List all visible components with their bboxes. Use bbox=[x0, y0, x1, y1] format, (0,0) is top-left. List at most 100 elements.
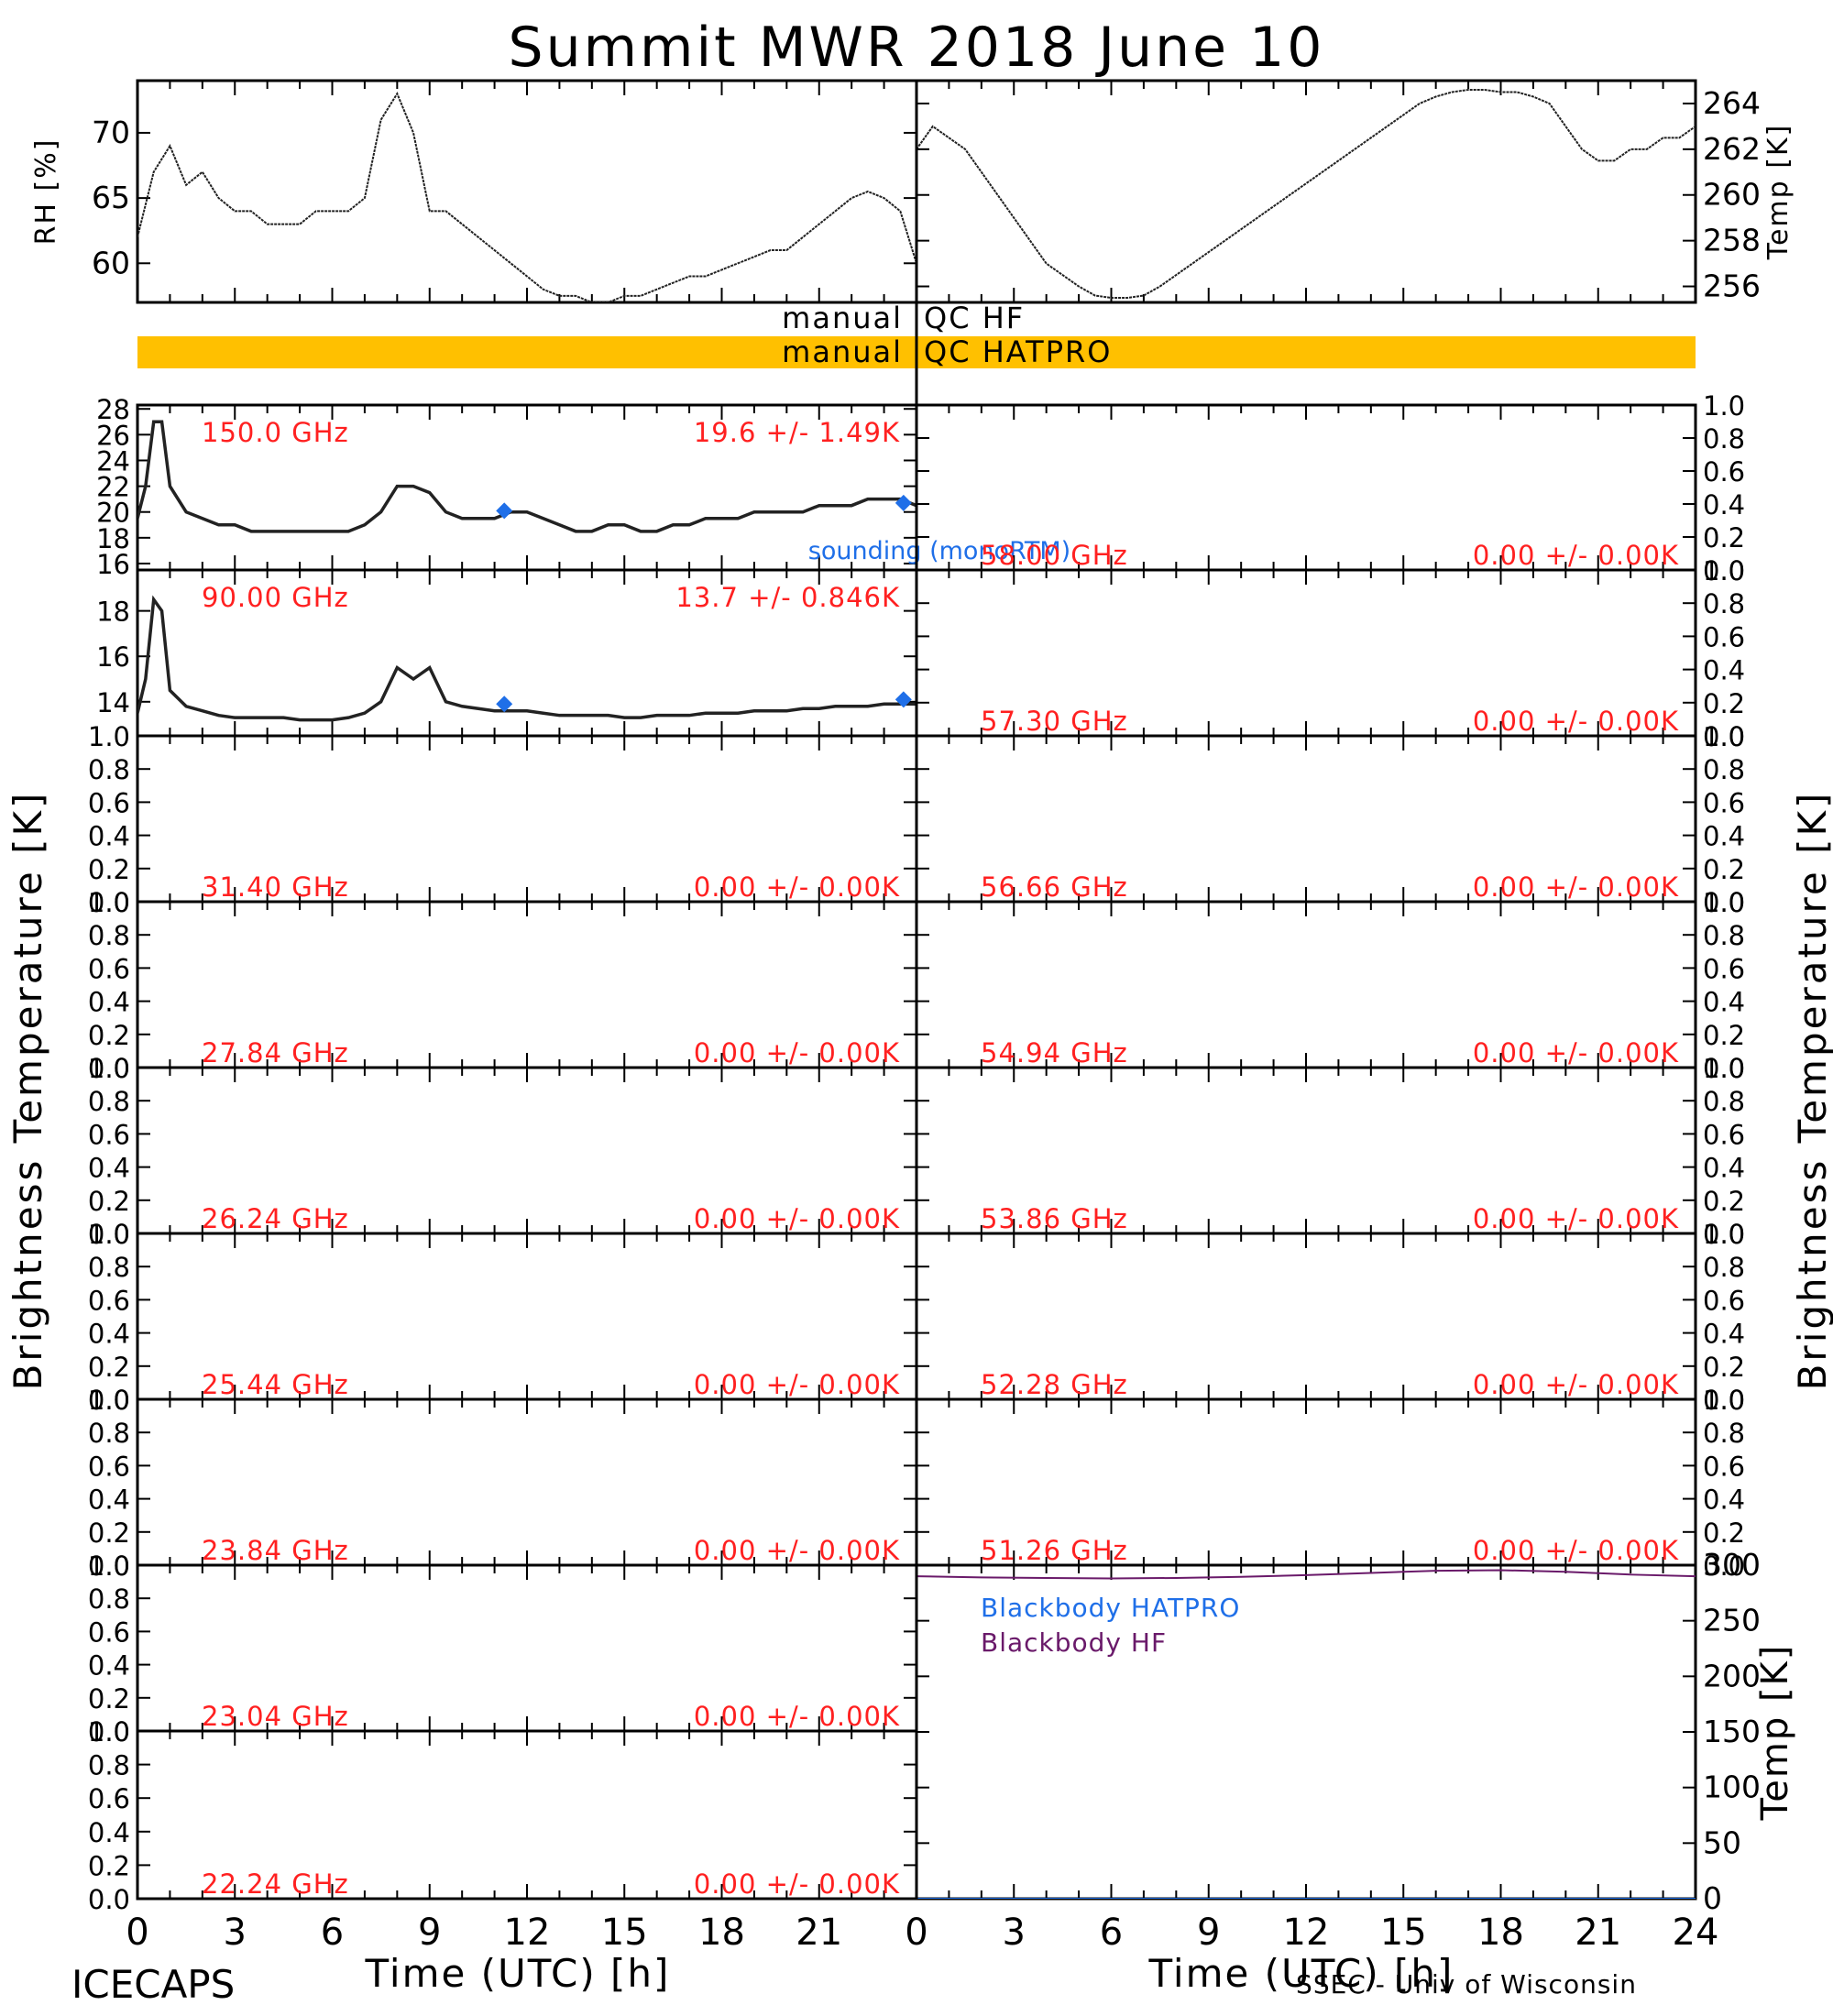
figure-title: Summit MWR 2018 June 10 bbox=[509, 16, 1325, 80]
frequency-label: 54.94 GHz bbox=[981, 1037, 1128, 1068]
y-tick-label: 258 bbox=[1703, 223, 1761, 258]
y-tick-label: 0.6 bbox=[88, 787, 130, 818]
sounding-marker bbox=[895, 494, 912, 511]
y-tick-label: 0.8 bbox=[1703, 588, 1745, 619]
right-y-axis-label: Brightness Temperature [K] bbox=[1790, 791, 1833, 1391]
y-tick-label: 262 bbox=[1703, 131, 1761, 167]
y-tick-label: 0.8 bbox=[88, 754, 130, 785]
y-tick-label: 0.4 bbox=[88, 1153, 130, 1184]
y-tick-label: 0.6 bbox=[1703, 787, 1745, 818]
y-tick-label: 0.4 bbox=[88, 987, 130, 1018]
stat-label: 0.00 +/- 0.00K bbox=[694, 871, 900, 903]
stat-label: 0.00 +/- 0.00K bbox=[1473, 1037, 1679, 1068]
y-tick-label: 0.0 bbox=[1703, 1219, 1745, 1250]
y-tick-label: 1.0 bbox=[1703, 1385, 1745, 1416]
series-line-rh bbox=[137, 92, 916, 302]
x-tick-label: 12 bbox=[1283, 1912, 1330, 1954]
y-tick-label: 16 bbox=[96, 549, 130, 580]
x-tick-label: 3 bbox=[224, 1912, 247, 1954]
panel-ch58: 0.00.20.40.60.81.058.00 GHz 0.00 +/- 0.00… bbox=[915, 390, 1745, 586]
frequency-label: 27.84 GHz bbox=[202, 1037, 349, 1068]
stat-label: 0.00 +/- 0.00K bbox=[694, 1369, 900, 1400]
y-tick-label: 0.4 bbox=[1703, 987, 1745, 1018]
left-x-axis-label: Time (UTC) [h] bbox=[365, 1951, 671, 1996]
y-tick-label: 0.4 bbox=[88, 1650, 130, 1682]
panel-frame bbox=[915, 79, 1697, 304]
y-tick-label: 0.6 bbox=[88, 953, 130, 984]
y-tick-label: 0.8 bbox=[88, 1252, 130, 1283]
frequency-label: 52.28 GHz bbox=[981, 1369, 1128, 1400]
y-tick-label: 0.0 bbox=[88, 1385, 130, 1416]
stat-label: 0.00 +/- 0.00K bbox=[1473, 706, 1679, 737]
y-tick-label: 1.0 bbox=[88, 1716, 130, 1748]
y-tick-label: 0.2 bbox=[88, 1352, 130, 1383]
y-tick-label: 1.0 bbox=[88, 1219, 130, 1250]
legend-blackbody-hf: Blackbody HF bbox=[981, 1627, 1167, 1658]
frequency-label: 31.40 GHz bbox=[202, 871, 349, 903]
x-tick-label: 12 bbox=[504, 1912, 551, 1954]
frequency-label: 26.24 GHz bbox=[202, 1203, 349, 1234]
y-axis-label-temp: Temp [K] bbox=[1762, 124, 1795, 261]
y-tick-label: 0.2 bbox=[88, 1186, 130, 1217]
y-tick-label: 1.0 bbox=[1703, 1219, 1745, 1250]
series-line-ch90 bbox=[137, 595, 916, 722]
y-tick-label: 0.6 bbox=[88, 1451, 130, 1482]
stat-label: 19.6 +/- 1.49K bbox=[694, 417, 900, 448]
panel-ch2784: 0.00.20.40.60.81.027.84 GHz 0.00 +/- 0.00… bbox=[88, 887, 918, 1084]
y-tick-label: 0.8 bbox=[88, 920, 130, 951]
y-tick-label: 0.0 bbox=[88, 1550, 130, 1582]
x-tick-label: 0 bbox=[126, 1912, 148, 1954]
y-tick-label: 0.8 bbox=[88, 1583, 130, 1615]
y-tick-label: 0.0 bbox=[1703, 555, 1745, 586]
y-tick-label: 0.4 bbox=[1703, 655, 1745, 686]
series-line-blackbody-hf bbox=[916, 1569, 1696, 1580]
y-tick-label: 0.6 bbox=[1703, 621, 1745, 652]
y-tick-label: 0.2 bbox=[1703, 522, 1745, 553]
panel-frame bbox=[136, 79, 918, 304]
y-tick-label: 0.4 bbox=[1703, 821, 1745, 852]
y-tick-label: 1.0 bbox=[1703, 721, 1745, 752]
panel-ch5126: 0.00.20.40.60.81.051.26 GHz 0.00 +/- 0.00… bbox=[915, 1385, 1745, 1582]
panel-ch2544: 0.00.20.40.60.81.025.44 GHz 0.00 +/- 0.00… bbox=[88, 1219, 918, 1416]
icecaps-label: ICECAPS bbox=[71, 1962, 235, 2007]
y-tick-label: 22 bbox=[96, 472, 130, 503]
y-tick-label: 0.4 bbox=[1703, 1319, 1745, 1350]
qc-hf-row: manual QC HF bbox=[782, 301, 1023, 335]
y-tick-label: 50 bbox=[1703, 1824, 1741, 1860]
y-tick-label: 200 bbox=[1703, 1658, 1761, 1693]
y-tick-label: 0.2 bbox=[88, 854, 130, 885]
y-tick-label: 0.2 bbox=[88, 1850, 130, 1881]
y-tick-label: 26 bbox=[96, 420, 130, 451]
y-tick-label: 0.8 bbox=[1703, 1252, 1745, 1283]
y-tick-label: 0.4 bbox=[88, 1319, 130, 1350]
y-tick-label: 0.4 bbox=[88, 1485, 130, 1516]
y-tick-label: 0.6 bbox=[88, 1616, 130, 1648]
left-y-axis-label: Brightness Temperature [K] bbox=[5, 791, 50, 1391]
y-tick-label: 0.2 bbox=[1703, 854, 1745, 885]
stat-label: 0.00 +/- 0.00K bbox=[1473, 540, 1679, 571]
y-axis-label-blackbody: Temp [K] bbox=[1754, 1644, 1796, 1822]
x-tick-label: 3 bbox=[1003, 1912, 1026, 1954]
y-tick-label: 1.0 bbox=[88, 1550, 130, 1582]
y-tick-label: 0.4 bbox=[88, 1817, 130, 1848]
x-tick-label: 0 bbox=[905, 1912, 927, 1954]
x-tick-label: 24 bbox=[1673, 1912, 1719, 1954]
y-tick-label: 0.8 bbox=[88, 1418, 130, 1449]
stat-label: 0.00 +/- 0.00K bbox=[694, 1868, 900, 1900]
x-tick-label: 9 bbox=[1197, 1912, 1220, 1954]
y-tick-label: 0.0 bbox=[1703, 1385, 1745, 1416]
panel-ch5494: 0.00.20.40.60.81.054.94 GHz 0.00 +/- 0.00… bbox=[915, 887, 1745, 1084]
x-tick-label: 15 bbox=[1380, 1912, 1427, 1954]
sounding-marker bbox=[496, 502, 513, 520]
y-tick-label: 0.0 bbox=[88, 1219, 130, 1250]
y-tick-label: 24 bbox=[96, 445, 130, 477]
y-tick-label: 1.0 bbox=[88, 1053, 130, 1084]
y-tick-label: 20 bbox=[96, 498, 130, 529]
y-tick-label: 0.6 bbox=[88, 1285, 130, 1316]
legend-blackbody-hatpro: Blackbody HATPRO bbox=[981, 1593, 1240, 1623]
panel-ch2224: 0.00.20.40.60.81.022.24 GHz 0.00 +/- 0.00… bbox=[88, 1716, 918, 1954]
y-tick-label: 0.2 bbox=[88, 1683, 130, 1715]
frequency-label: 51.26 GHz bbox=[981, 1535, 1128, 1566]
